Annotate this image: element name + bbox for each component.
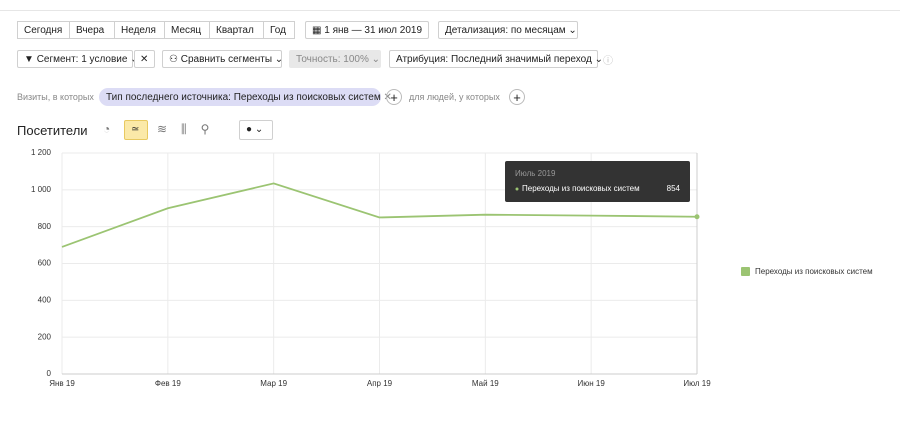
tooltip-value: 854 bbox=[667, 184, 681, 193]
y-tick-label: 600 bbox=[38, 259, 52, 268]
y-tick-label: 800 bbox=[38, 222, 52, 231]
legend-label: Переходы из поисковых систем bbox=[755, 267, 873, 276]
filter-people: для людей, у которых bbox=[409, 92, 500, 102]
y-tick-label: 400 bbox=[38, 295, 52, 304]
tooltip-box bbox=[505, 161, 690, 202]
y-tick-label: 1 000 bbox=[31, 185, 52, 194]
tooltip: Июль 2019 Переходы из поисковых систем 8… bbox=[505, 161, 690, 202]
x-tick-label: Мар 19 bbox=[260, 379, 287, 388]
x-tick-label: Июн 19 bbox=[578, 379, 606, 388]
segment: Сегмент: 1 условие bbox=[36, 54, 128, 65]
chart-type-icons[interactable]: ≋⫼⚲ bbox=[157, 122, 224, 136]
segment-clear[interactable]: ✕ bbox=[134, 50, 155, 68]
date-range: 1 янв — 31 июл 2019 bbox=[324, 25, 423, 36]
chart-type-icons[interactable]: ◔ bbox=[103, 122, 125, 136]
compare: Сравнить сегменты bbox=[180, 54, 273, 65]
x-tick-label: Май 19 bbox=[472, 379, 499, 388]
filter-condition: Тип последнего источника: Переходы из по… bbox=[106, 92, 381, 103]
period-button[interactable]: Неделя bbox=[114, 21, 165, 39]
add-button[interactable]: + bbox=[386, 89, 402, 105]
compare-button[interactable]: ⚇ Сравнить сегменты ⌄ bbox=[162, 50, 283, 68]
x-tick-label: Янв 19 bbox=[49, 379, 75, 388]
line-chart-button[interactable]: ≃ bbox=[124, 120, 148, 140]
tooltip-series: Переходы из поисковых систем bbox=[522, 184, 640, 193]
attribution-button[interactable]: Атрибуция: Последний значимый переход ⌄ bbox=[389, 50, 603, 68]
period-button[interactable]: Квартал bbox=[209, 21, 264, 39]
series-line bbox=[61, 182, 698, 248]
attribution: Атрибуция: Последний значимый переход bbox=[396, 54, 592, 65]
top-border bbox=[0, 10, 900, 11]
y-tick-label: 0 bbox=[47, 369, 52, 378]
accuracy-button[interactable]: Точность: 100% ⌄ bbox=[289, 50, 381, 68]
period-button[interactable]: Вчера bbox=[69, 21, 115, 39]
report-title: Посетители bbox=[17, 123, 88, 138]
tooltip-title: Июль 2019 bbox=[515, 169, 556, 178]
info-icon[interactable]: ⓘ bbox=[603, 56, 613, 67]
tooltip-dot bbox=[515, 187, 519, 191]
x-tick-label: Апр 19 bbox=[367, 379, 393, 388]
accuracy: Точность: 100% bbox=[296, 54, 369, 65]
legend-swatch bbox=[741, 267, 750, 276]
x-tick-label: Июл 19 bbox=[683, 379, 711, 388]
detail: Детализация: по месяцам bbox=[445, 25, 566, 36]
period-button[interactable]: Год bbox=[263, 21, 295, 39]
y-tick-label: 1 200 bbox=[31, 148, 52, 157]
filter-prefix: Визиты, в которых bbox=[17, 92, 94, 102]
date-button[interactable]: ▦ 1 янв — 31 июл 2019 bbox=[305, 21, 429, 39]
detail-button[interactable]: Детализация: по месяцам ⌄ bbox=[438, 21, 578, 39]
x-tick-label: Фев 19 bbox=[155, 379, 181, 388]
y-tick-label: 200 bbox=[38, 332, 52, 341]
segment-button[interactable]: ▼ Сегмент: 1 условие ⌄ bbox=[17, 50, 139, 68]
last-point bbox=[694, 214, 700, 220]
add-button[interactable]: + bbox=[509, 89, 525, 105]
comment-button[interactable]: ● ⌄ bbox=[239, 120, 273, 140]
